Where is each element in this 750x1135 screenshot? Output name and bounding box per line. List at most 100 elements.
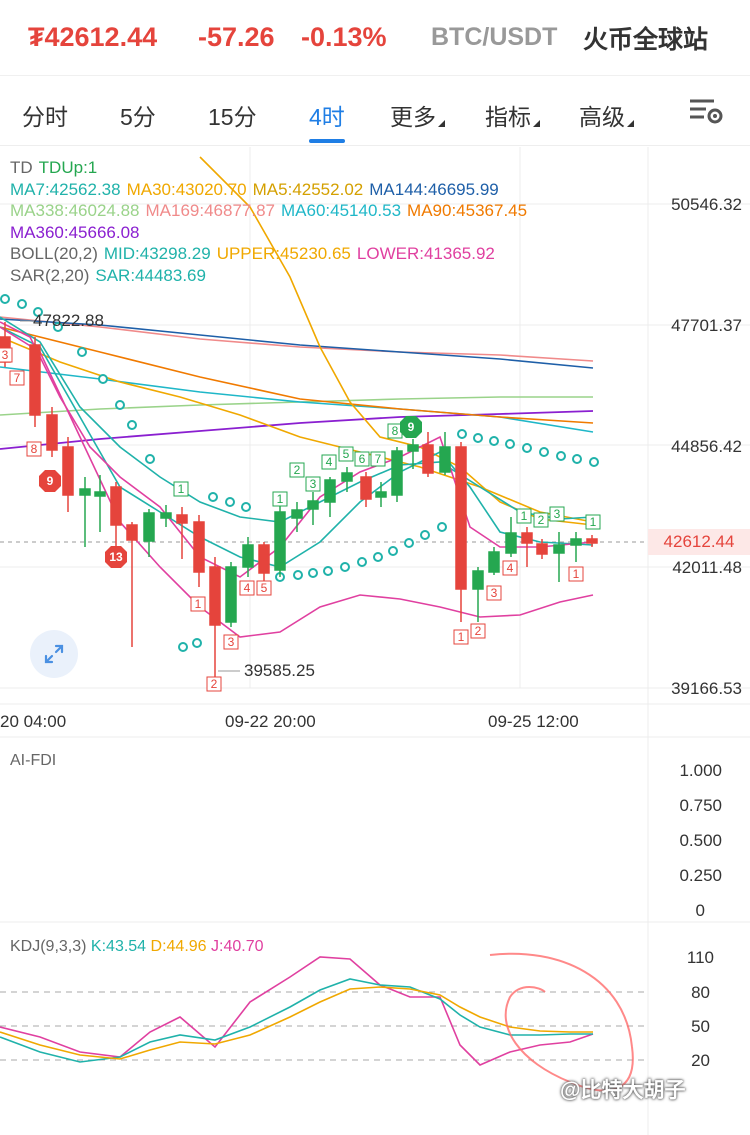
boll-lower-value: LOWER:41365.92 [356,244,495,263]
time-axis-label: 20 04:00 [0,712,67,731]
boll-label: BOLL(20,2) [10,244,98,263]
td-value: TDUp:1 [38,158,98,177]
ticker-bar: ₮42612.44 -57.26 -0.13% BTC/USDT 火币全球站 [0,0,750,76]
sar-label: SAR(2,20) [10,265,90,285]
svg-text:3: 3 [2,348,9,362]
svg-text:1: 1 [178,482,185,496]
kdj-d-value: D:44.96 [150,938,207,955]
low-price-label: 39585.25 [244,661,315,680]
candlesticks [0,322,598,677]
tab-5min[interactable]: 5分 [120,104,156,130]
dropdown-triangle-icon [627,120,634,127]
ma144-value: MA144:46695.99 [369,179,499,199]
svg-text:2: 2 [538,513,545,527]
sar-value: SAR:44483.69 [95,265,206,285]
svg-text:2: 2 [294,463,301,477]
svg-text:8: 8 [392,424,399,438]
price-axis-label: 42011.48 [672,558,742,577]
exchange-name[interactable]: 火币全球站 [583,25,709,54]
high-price-label: 47822.88 [33,311,104,330]
ma5-value: MA5:42552.02 [252,179,364,199]
svg-text:13: 13 [109,550,123,564]
time-axis-label: 09-25 12:00 [488,712,579,731]
price-change-percent: -0.13% [301,22,387,52]
svg-text:4: 4 [244,581,251,595]
svg-text:4: 4 [326,455,333,469]
svg-text:2: 2 [475,624,482,638]
price-axis-label: 47701.37 [671,316,742,335]
svg-text:9: 9 [408,420,415,434]
svg-text:1: 1 [521,509,528,523]
svg-text:8: 8 [31,442,38,456]
fdi-title: AI-FDI [10,752,57,769]
td-label: TD [10,158,33,177]
svg-text:1: 1 [277,492,284,506]
fdi-axis-label: 0.250 [679,866,722,885]
period-tabs: 分时 5分 15分 4时 更多 指标 高级 [0,76,750,146]
dropdown-triangle-icon [533,120,540,127]
kdj-axis-label: 50 [691,1017,710,1036]
ma169-value: MA169:46877.87 [145,201,276,220]
ma60-value: MA60:45140.53 [281,201,402,220]
expand-arrows-icon [44,644,64,664]
svg-text:3: 3 [228,635,235,649]
td-markers: 378 134 521 234 1 9 13 112 [0,347,601,692]
kdj-title: KDJ(9,3,3) K:43.54 D:44.96 J:40.70 [10,938,264,956]
time-axis-label: 09-22 20:00 [225,712,316,731]
price-axis-label: 39166.53 [671,679,742,698]
price-axis-label: 44856.42 [671,437,742,456]
ma30-value: MA30:43020.70 [126,179,247,199]
boll-mid-value: MID:43298.29 [103,244,211,263]
kdj-axis-label: 110 [686,948,714,967]
svg-text:1: 1 [195,597,202,611]
boll-upper-value: UPPER:45230.65 [216,244,351,263]
fdi-axis-label: 0.750 [679,796,722,815]
expand-button[interactable] [30,630,78,678]
tab-advanced[interactable]: 高级 [579,98,634,132]
indicator-legend: TD TDUp:1 MA7:42562.38 MA30:43020.70 MA5:42… [10,157,533,286]
ma90-value: MA90:45367.45 [407,201,528,220]
last-price: ₮42612.44 [28,22,158,52]
ma338-value: MA338:46024.88 [10,201,140,220]
kdj-k-value: K:43.54 [90,938,147,955]
dropdown-triangle-icon [438,120,445,127]
svg-text:6: 6 [359,452,366,466]
kdj-axis-label: 20 [691,1051,710,1070]
kdj-j-value: J:40.70 [211,938,264,955]
active-tab-underline [309,139,345,143]
watermark: @比特大胡子 [560,1079,686,1102]
svg-text:3: 3 [554,507,561,521]
svg-text:4: 4 [507,561,514,575]
price-change: -57.26 [198,22,275,52]
trading-pair[interactable]: BTC/USDT [431,23,558,51]
svg-text:5: 5 [343,447,350,461]
svg-text:1: 1 [573,567,580,581]
last-price-tag: 42612.44 [648,529,750,555]
kdj-axis-label: 80 [691,983,710,1002]
svg-text:5: 5 [261,581,268,595]
ma7-value: MA7:42562.38 [10,179,121,199]
tab-15min[interactable]: 15分 [208,104,257,130]
svg-text:7: 7 [14,371,21,385]
kdj-panel [0,956,648,1066]
annotation-circle [489,952,634,1092]
fdi-axis-label: 1.000 [679,761,722,780]
kline-chart[interactable]: 378 134 521 234 1 9 13 112 [0,147,750,1135]
sar-dots [0,294,599,652]
svg-text:9: 9 [47,474,54,488]
tab-timeshare[interactable]: 分时 [22,104,68,130]
fdi-axis-label: 0.500 [679,831,722,850]
tab-more[interactable]: 更多 [390,98,445,132]
kdj-label: KDJ(9,3,3) [10,938,87,955]
fdi-axis-label: 0 [695,901,705,920]
ma360-value: MA360:45666.08 [10,222,140,242]
chart-settings-icon[interactable] [688,96,724,126]
svg-text:1: 1 [590,515,597,529]
svg-text:2: 2 [211,677,218,691]
svg-text:7: 7 [375,452,382,466]
svg-text:1: 1 [458,630,465,644]
price-axis-label: 50546.32 [671,195,742,214]
tab-4hour[interactable]: 4时 [309,98,345,143]
tab-indicators[interactable]: 指标 [485,98,540,132]
